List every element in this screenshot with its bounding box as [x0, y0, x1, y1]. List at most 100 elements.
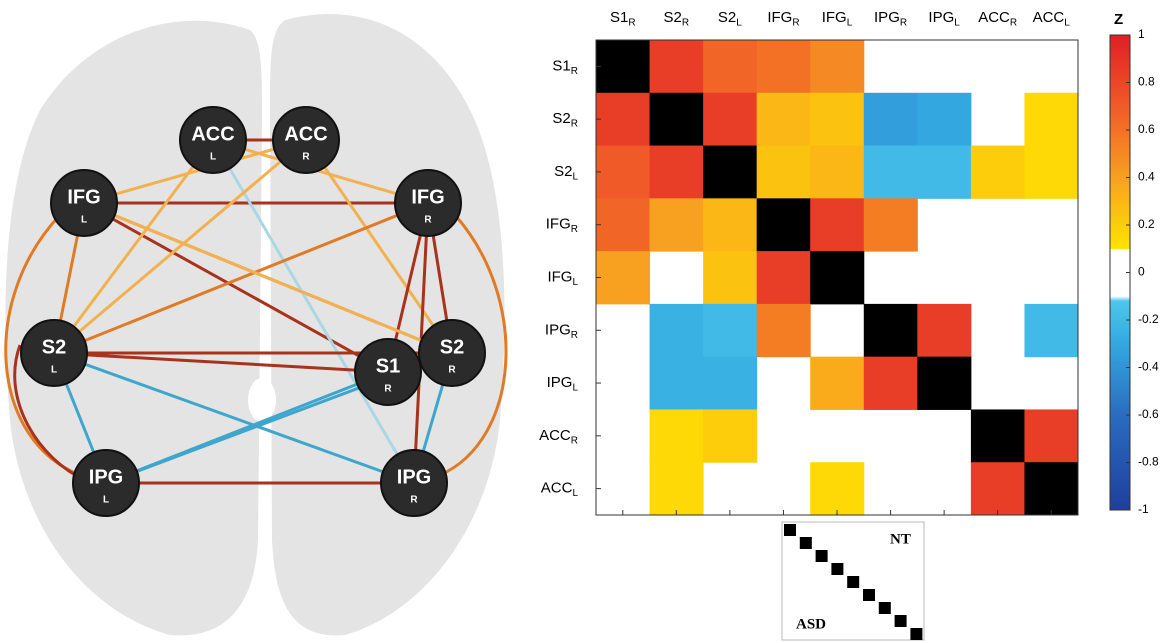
node-sub: R	[448, 365, 456, 376]
node	[272, 106, 340, 174]
legend-diagonal	[878, 602, 891, 614]
node-sub: R	[410, 495, 418, 506]
node-label: IFG	[411, 186, 444, 208]
cell	[810, 92, 865, 147]
cell	[863, 198, 918, 252]
edge	[53, 351, 415, 485]
node-sub: R	[424, 215, 432, 226]
column-label: IFGR	[767, 9, 799, 28]
row-label-sub: L	[572, 382, 578, 393]
cell	[756, 251, 811, 305]
cell	[810, 462, 865, 516]
column-label-sub: R	[792, 17, 799, 28]
row-label-main: ACC	[541, 480, 573, 497]
column-label-sub: R	[1010, 17, 1017, 28]
row-label-main: IPG	[545, 321, 571, 338]
node-label: S2	[440, 336, 464, 358]
brain-gap	[248, 378, 276, 422]
cell	[596, 251, 651, 305]
row-label-main: IFG	[546, 216, 571, 233]
network: ACC L ACC R IFG L IFG R S2 L S2 R S1 R IPG L IPG R	[4, 106, 508, 517]
node	[394, 169, 462, 237]
row-label-sub: R	[571, 329, 578, 340]
diagonal-cell	[970, 409, 1025, 463]
cell	[649, 462, 704, 516]
cell	[917, 145, 972, 199]
row-label-sub: R	[571, 435, 578, 446]
row-label: S2L	[554, 163, 578, 182]
row-label: IPGR	[545, 321, 578, 340]
edge	[211, 139, 416, 484]
diagonal-cell	[649, 92, 704, 147]
legend-lower: ASD	[796, 616, 826, 632]
colorbar-tick-label: -0.4	[1138, 360, 1159, 374]
diagonal-cell	[703, 145, 758, 199]
row-label-main: S2	[554, 163, 572, 180]
column-label: IFGL	[822, 9, 853, 28]
node-sub: L	[210, 152, 216, 163]
cell	[917, 92, 972, 147]
legend-diagonal	[863, 589, 875, 601]
column-label: IPGR	[874, 9, 907, 28]
cell	[596, 92, 651, 147]
colorbar-tick-label: 1	[1138, 27, 1145, 41]
row-label: IPGL	[547, 374, 579, 393]
column-label: S2L	[718, 9, 742, 28]
cell	[703, 40, 758, 94]
cell	[756, 92, 811, 147]
cell	[917, 303, 972, 358]
node	[354, 338, 422, 406]
edge	[53, 138, 307, 355]
node-label: ACC	[284, 123, 327, 145]
cell	[970, 462, 1025, 516]
cell	[703, 251, 758, 305]
row-label: S1R	[552, 57, 578, 76]
legend-diagonal	[784, 524, 796, 536]
cell	[970, 145, 1025, 199]
colorbar-tick-label: -1	[1138, 502, 1149, 516]
row-label-sub: R	[571, 118, 578, 129]
legend-diagonal	[815, 550, 828, 562]
cell	[863, 145, 918, 199]
column-label: ACCR	[978, 9, 1017, 28]
row-label-main: IFG	[547, 268, 572, 285]
cell	[703, 92, 758, 147]
cell	[863, 92, 918, 147]
node	[72, 449, 140, 517]
column-label-sub: R	[900, 17, 907, 28]
cell	[649, 145, 704, 199]
node-label: ACC	[191, 123, 234, 145]
cell	[703, 303, 758, 358]
legend-upper: NT	[890, 531, 911, 547]
edge-curve	[13, 344, 86, 482]
colorbar-tick-label: 0.4	[1138, 170, 1155, 184]
row-label-main: ACC	[539, 427, 571, 444]
column-label-sub: L	[847, 17, 853, 28]
column-label: ACCL	[1033, 9, 1071, 28]
row-label: S2R	[552, 110, 578, 129]
node	[50, 169, 118, 237]
legend-diagonal	[847, 576, 860, 588]
colorbar-tick-label: -0.8	[1138, 455, 1159, 469]
edge	[105, 370, 389, 485]
column-label-main: IFG	[767, 9, 792, 26]
row-label-sub: L	[572, 277, 578, 288]
edge-curve	[439, 214, 508, 477]
row-label-main: S2	[552, 110, 570, 127]
cell	[810, 356, 865, 410]
node-sub: L	[51, 365, 57, 376]
diagonal-cell	[810, 251, 865, 305]
node-sub: R	[302, 152, 310, 163]
cell	[649, 198, 704, 252]
node-sub: R	[384, 384, 392, 395]
edge	[83, 201, 389, 374]
cell	[649, 409, 704, 463]
cell	[1024, 145, 1079, 199]
edge	[53, 201, 429, 355]
column-label-sub: R	[628, 17, 635, 28]
cell	[756, 40, 811, 94]
cell	[756, 303, 811, 358]
node-sub: L	[103, 495, 109, 506]
row-label-sub: L	[572, 488, 578, 499]
